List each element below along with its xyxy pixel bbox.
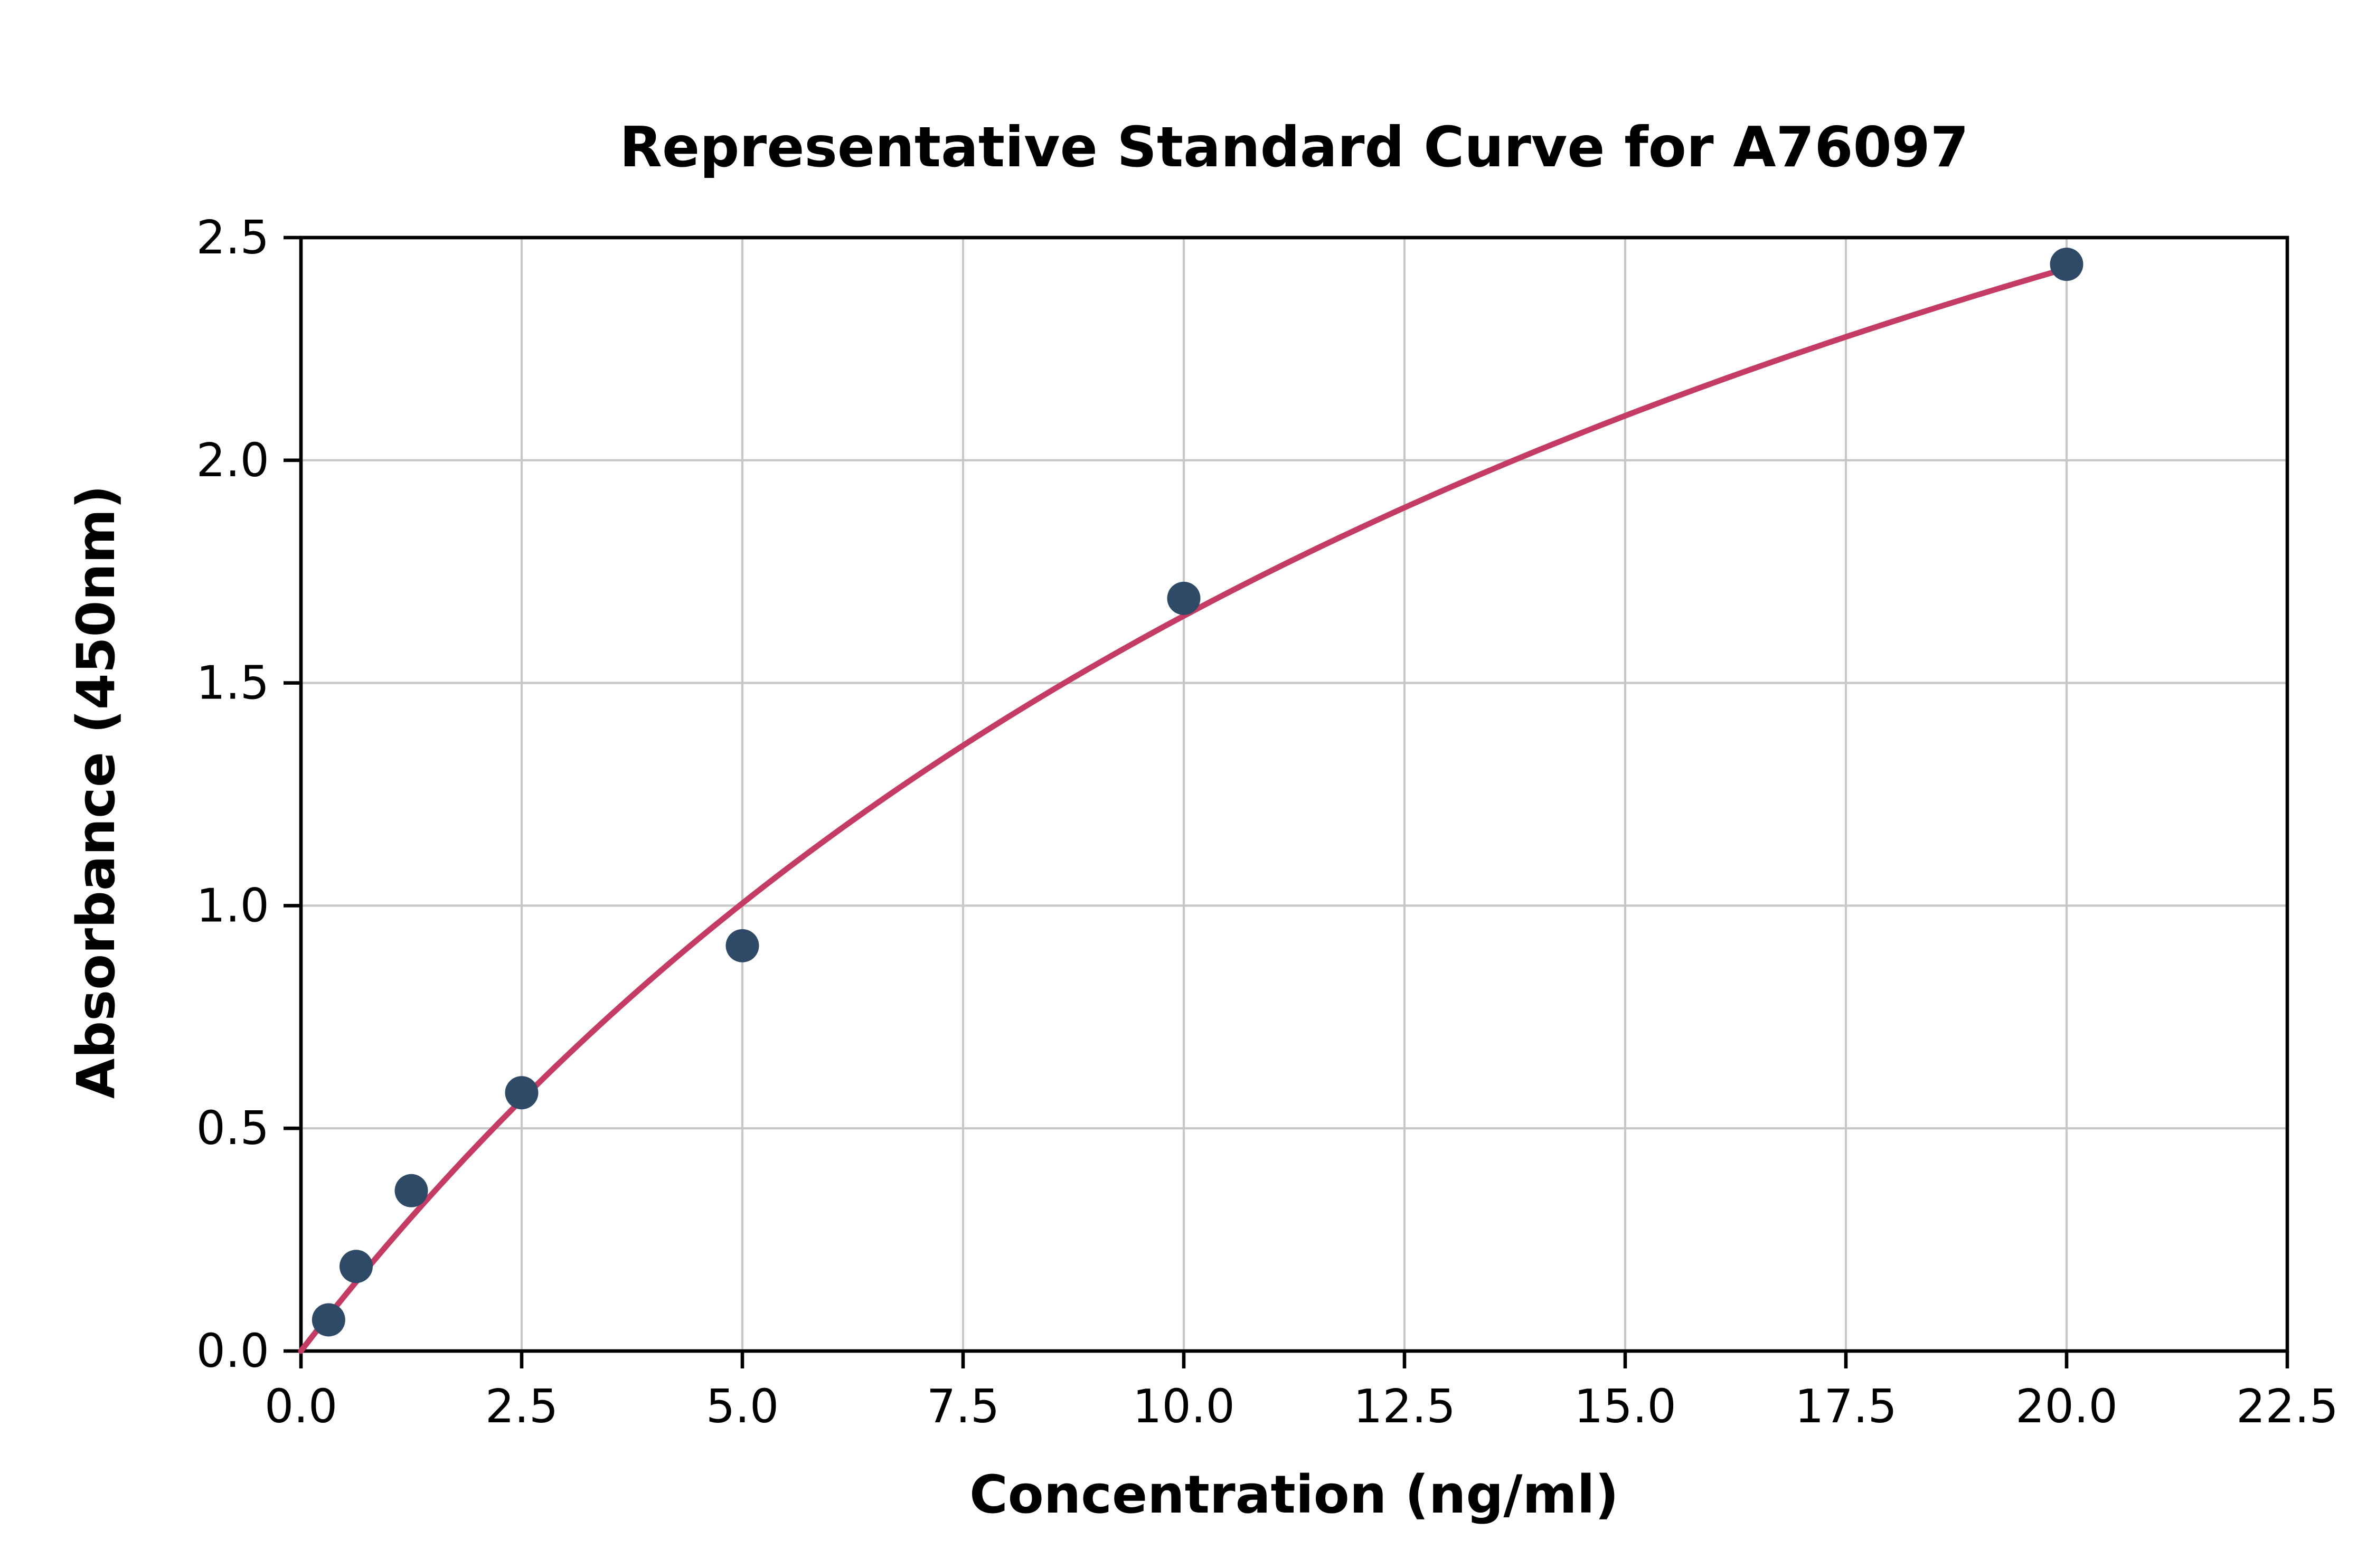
x-tick-label: 7.5 — [927, 1380, 1000, 1433]
fit-curve-line — [298, 264, 2074, 1354]
plot-border — [299, 235, 2289, 1353]
x-tick-label: 2.5 — [485, 1380, 558, 1433]
x-tick-label: 15.0 — [1574, 1380, 1676, 1433]
data-point — [725, 929, 759, 962]
data-point — [312, 1303, 345, 1337]
y-tick-label: 0.5 — [196, 1101, 269, 1155]
axis-layer: 0.0 2.5 5.0 7.5 10.0 12.5 15.0 17.5 20.0 22.5 0.0 0… — [196, 211, 2339, 1433]
x-tick-label: 5.0 — [706, 1380, 779, 1433]
x-tick-label: 12.5 — [1353, 1380, 1456, 1433]
data-point — [2050, 248, 2083, 281]
grid-layer — [299, 236, 2289, 1353]
x-axis-label: Concentration (ng/ml) — [969, 1465, 1619, 1525]
y-tick-label: 0.0 — [196, 1324, 269, 1378]
x-tick-label: 17.5 — [1795, 1380, 1897, 1433]
data-point — [1167, 581, 1201, 615]
x-tick-label: 22.5 — [2236, 1380, 2339, 1433]
y-tick-label: 1.0 — [196, 879, 269, 932]
data-point — [394, 1174, 428, 1207]
y-tick-label: 1.5 — [196, 656, 269, 710]
data-layer — [298, 248, 2083, 1354]
x-tick-label: 10.0 — [1133, 1380, 1235, 1433]
chart-title: Representative Standard Curve for A76097 — [619, 115, 1969, 180]
data-point — [505, 1076, 539, 1110]
y-axis-label: Absorbance (450nm) — [66, 485, 127, 1099]
x-tick-label: 0.0 — [265, 1380, 337, 1433]
y-tick-label: 2.0 — [196, 433, 269, 487]
data-point — [340, 1250, 373, 1283]
x-tick-label: 20.0 — [2015, 1380, 2118, 1433]
y-tick-label: 2.5 — [196, 211, 269, 265]
